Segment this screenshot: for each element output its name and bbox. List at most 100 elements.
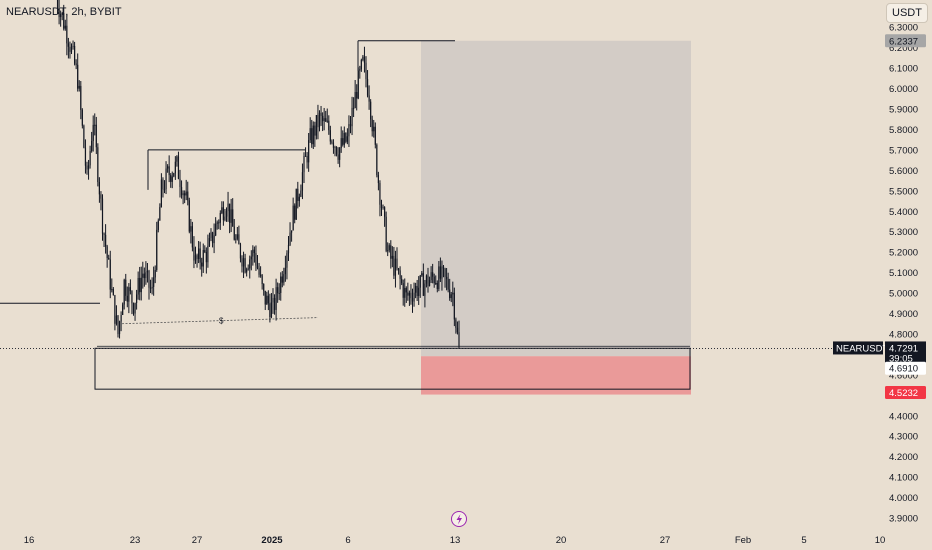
candle-body — [272, 297, 274, 303]
lightning-icon[interactable] — [451, 511, 467, 527]
candle-body — [343, 133, 345, 145]
price-tick: 4.1000 — [889, 473, 918, 484]
candle-body — [250, 256, 252, 260]
entry-price-badge: 4.6910 — [885, 361, 926, 375]
candle-body — [249, 259, 251, 269]
candle-body — [253, 249, 255, 254]
candle-body — [311, 128, 313, 145]
candle-body — [377, 175, 379, 184]
candle-body — [359, 69, 361, 71]
loss-zone[interactable] — [421, 356, 691, 395]
candle-body — [450, 294, 452, 299]
candle-body — [396, 258, 398, 269]
candle-body — [213, 235, 215, 244]
candle-body — [322, 115, 324, 122]
candle-body — [63, 13, 65, 29]
candle-body — [83, 125, 85, 148]
candle-body — [210, 232, 212, 239]
candle-body — [422, 273, 424, 296]
candle-body — [294, 205, 296, 220]
candle-body — [312, 125, 314, 145]
time-tick: 20 — [556, 535, 567, 546]
candle-body — [171, 176, 173, 182]
candle-body — [229, 203, 231, 223]
candle-body — [154, 269, 156, 278]
price-tick: 5.2000 — [889, 248, 918, 259]
candle-body — [151, 286, 153, 289]
range-box[interactable] — [94, 347, 691, 390]
candle-body — [439, 266, 441, 279]
candle-body — [428, 280, 431, 286]
candle-body — [301, 172, 304, 191]
svg-text:6.2337: 6.2337 — [889, 36, 918, 47]
candle-body — [306, 156, 308, 163]
candle-body — [323, 118, 325, 122]
candle-body — [201, 262, 203, 267]
price-tick: 4.0000 — [889, 493, 918, 504]
price-tick: 5.9000 — [889, 105, 918, 116]
candle-body — [260, 274, 262, 276]
candle-body — [399, 270, 401, 279]
price-tick: 6.2000 — [889, 43, 918, 54]
candle-body — [109, 259, 111, 290]
candle-body — [373, 126, 375, 132]
candle-body — [191, 226, 193, 248]
candle-body — [235, 238, 237, 240]
candle-body — [410, 292, 412, 299]
candle-body — [75, 63, 77, 65]
candle-body — [286, 253, 288, 268]
candle-body — [67, 43, 69, 47]
candle-body — [387, 250, 389, 252]
candle-body — [291, 230, 293, 233]
candle-body — [134, 302, 136, 314]
price-tick: 5.6000 — [889, 166, 918, 177]
time-tick: 23 — [130, 535, 141, 546]
candle-body — [345, 133, 347, 142]
candle-body — [84, 147, 87, 166]
svg-text:4.7291: 4.7291 — [889, 343, 918, 354]
candle-body — [374, 126, 376, 145]
candle-body — [160, 179, 162, 208]
candle-body — [270, 302, 273, 318]
profit-zone[interactable] — [421, 40, 691, 357]
candle-body — [309, 128, 311, 141]
candle-body — [252, 249, 254, 257]
candle-body — [146, 270, 149, 273]
candle-body — [100, 194, 102, 199]
candle-body — [379, 183, 381, 205]
candle-body — [117, 315, 119, 335]
price-tick: 5.0000 — [889, 289, 918, 300]
price-tick: 6.0000 — [889, 84, 918, 95]
candle-body — [354, 92, 356, 109]
candle-body — [153, 277, 155, 287]
candle-body — [267, 295, 269, 304]
candle-body — [298, 196, 300, 201]
candle-body — [365, 62, 367, 80]
price-tick: 4.6000 — [889, 370, 918, 381]
candle-body — [433, 276, 435, 284]
candle-body — [337, 154, 339, 160]
candle-body — [334, 147, 336, 149]
candle-body — [441, 266, 443, 279]
candle-body — [120, 315, 122, 322]
candle-body — [180, 186, 183, 196]
candle-body — [77, 64, 79, 89]
candle-body — [444, 268, 446, 277]
currency-button[interactable]: USDT — [886, 3, 928, 23]
price-tick: 5.4000 — [889, 207, 918, 218]
candle-body — [442, 266, 445, 269]
candle-body — [368, 95, 370, 102]
price-axis[interactable]: 3.90004.00004.10004.20004.30004.40004.50… — [889, 23, 918, 525]
candle-body — [58, 7, 60, 18]
candle-body — [66, 25, 68, 44]
candle-body — [238, 234, 240, 245]
candle-body — [315, 114, 317, 136]
candle-body — [129, 287, 131, 292]
candle-body — [205, 252, 207, 263]
time-axis[interactable]: 16 23 27 2025 6 13 20 27 Feb 5 10 — [24, 535, 886, 546]
candle-body — [221, 207, 223, 213]
candle-body — [458, 332, 460, 347]
liquidity-trendline[interactable] — [121, 317, 319, 325]
time-tick: 10 — [875, 535, 886, 546]
